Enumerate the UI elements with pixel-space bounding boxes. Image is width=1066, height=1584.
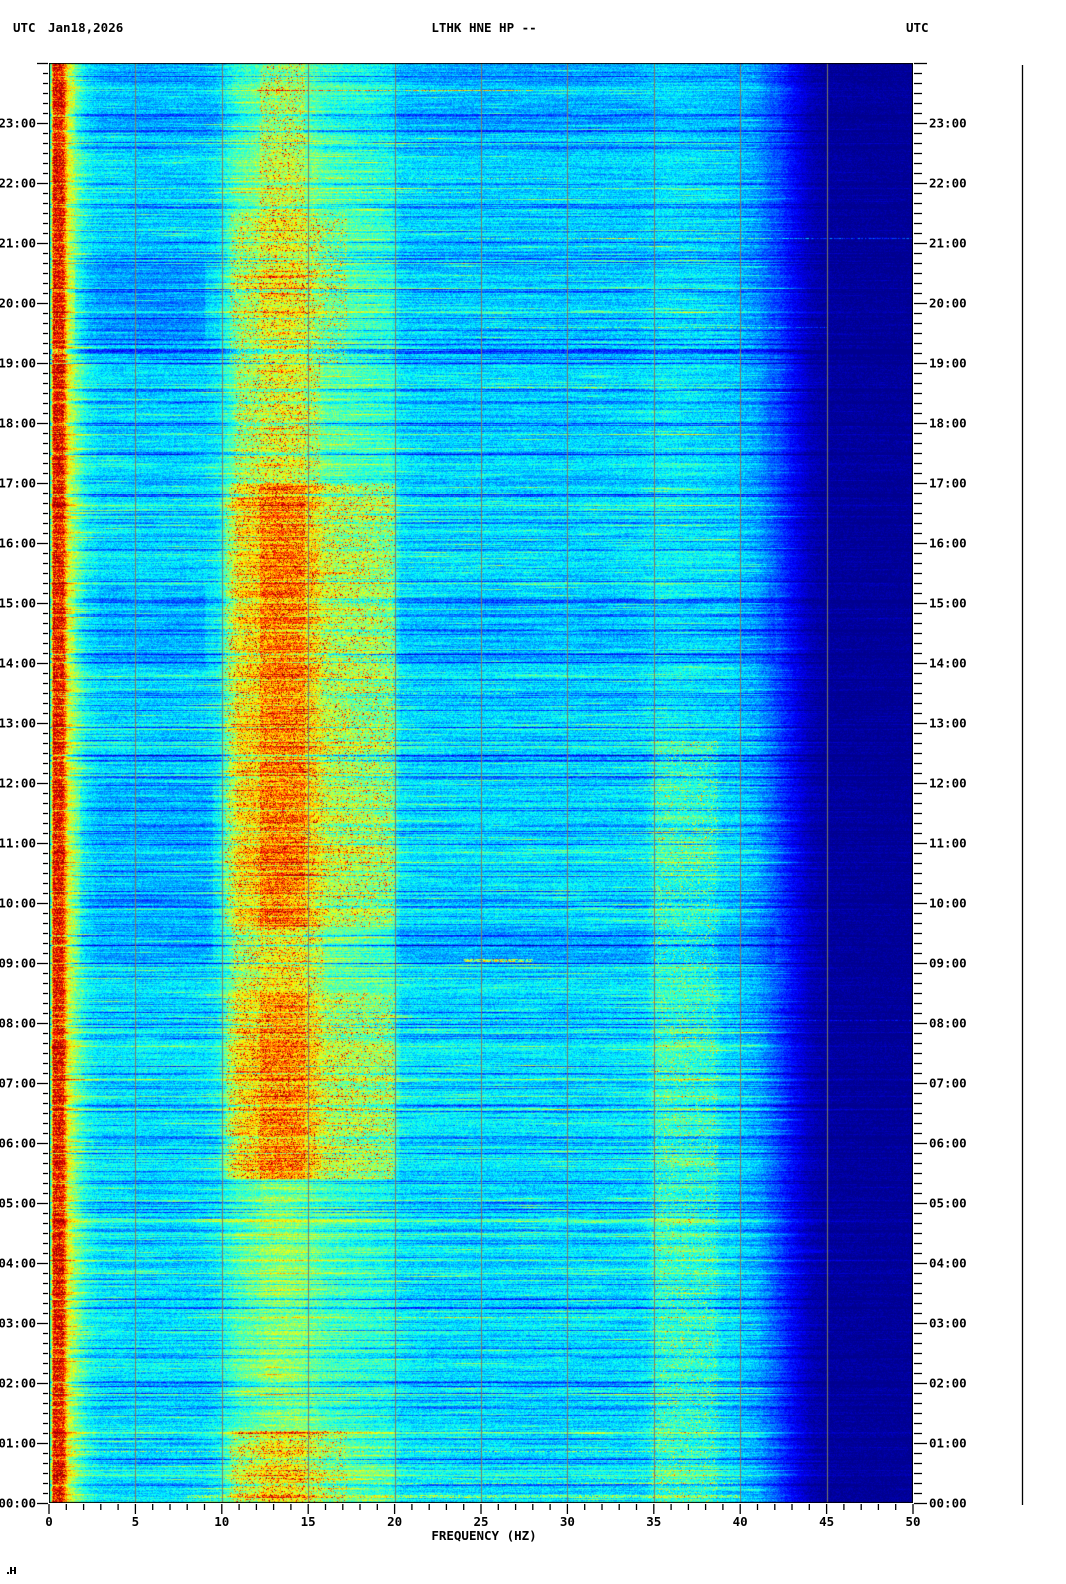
x-axis-ticks [48, 1504, 914, 1514]
y-hour-label-right: 05:00 [929, 1196, 967, 1211]
x-tick-label: 40 [733, 1514, 748, 1529]
y-hour-label-left: 04:00 [0, 1256, 36, 1271]
y-hour-label-left: 18:00 [0, 416, 36, 431]
utc-label-right: UTC [906, 20, 929, 35]
y-hour-label-left: 00:00 [0, 1496, 36, 1511]
y-hour-label-left: 22:00 [0, 176, 36, 191]
corner-mark [7, 1567, 16, 1574]
y-hour-label-right: 08:00 [929, 1016, 967, 1031]
y-hour-label-right: 15:00 [929, 596, 967, 611]
y-axis-ticks [37, 62, 927, 1505]
y-hour-label-left: 13:00 [0, 716, 36, 731]
x-tick-label: 25 [473, 1514, 488, 1529]
y-hour-label-left: 03:00 [0, 1316, 36, 1331]
y-hour-label-left: 05:00 [0, 1196, 36, 1211]
y-hour-label-right: 11:00 [929, 836, 967, 851]
x-tick-label: 20 [387, 1514, 402, 1529]
x-axis-title: FREQUENCY (HZ) [431, 1528, 536, 1543]
x-tick-label: 5 [132, 1514, 140, 1529]
y-hour-label-right: 20:00 [929, 296, 967, 311]
y-hour-label-right: 02:00 [929, 1376, 967, 1391]
y-hour-label-left: 12:00 [0, 776, 36, 791]
y-hour-label-left: 15:00 [0, 596, 36, 611]
y-hour-label-right: 19:00 [929, 356, 967, 371]
y-hour-label-left: 08:00 [0, 1016, 36, 1031]
y-hour-label-right: 13:00 [929, 716, 967, 731]
y-hour-label-right: 03:00 [929, 1316, 967, 1331]
utc-label-left: UTC [13, 20, 36, 35]
date-label: Jan18,2026 [48, 20, 124, 35]
x-tick-label: 0 [45, 1514, 53, 1529]
y-hour-label-right: 23:00 [929, 116, 967, 131]
x-tick-label: 30 [560, 1514, 575, 1529]
plot-title: LTHK HNE HP -- [431, 20, 537, 35]
y-hour-label-right: 10:00 [929, 896, 967, 911]
y-hour-label-right: 16:00 [929, 536, 967, 551]
y-hour-label-left: 07:00 [0, 1076, 36, 1091]
y-hour-label-right: 21:00 [929, 236, 967, 251]
y-hour-label-right: 00:00 [929, 1496, 967, 1511]
y-hour-label-left: 21:00 [0, 236, 36, 251]
y-hour-label-left: 10:00 [0, 896, 36, 911]
y-hour-label-right: 01:00 [929, 1436, 967, 1451]
y-hour-label-left: 14:00 [0, 656, 36, 671]
y-hour-label-left: 09:00 [0, 956, 36, 971]
y-hour-label-right: 12:00 [929, 776, 967, 791]
y-hour-label-left: 01:00 [0, 1436, 36, 1451]
x-tick-label: 50 [905, 1514, 920, 1529]
y-hour-label-left: 20:00 [0, 296, 36, 311]
x-axis-labels: 0 5 10 15 20 25 30 35 40 45 50 FREQUENCY (HZ) [45, 1514, 920, 1543]
y-hour-label-left: 17:00 [0, 476, 36, 491]
y-hour-label-right: 17:00 [929, 476, 967, 491]
x-tick-label: 45 [819, 1514, 834, 1529]
y-hour-label-right: 14:00 [929, 656, 967, 671]
x-tick-label: 35 [646, 1514, 661, 1529]
y-hour-label-left: 23:00 [0, 116, 36, 131]
y-hour-label-right: 18:00 [929, 416, 967, 431]
y-hour-label-right: 04:00 [929, 1256, 967, 1271]
y-hour-label-right: 06:00 [929, 1136, 967, 1151]
y-hour-label-right: 22:00 [929, 176, 967, 191]
y-hour-label-left: 11:00 [0, 836, 36, 851]
y-hour-label-left: 19:00 [0, 356, 36, 371]
y-hour-label-left: 16:00 [0, 536, 36, 551]
y-hour-label-left: 06:00 [0, 1136, 36, 1151]
y-axis-labels: 00:00 00:00 01:00 01:00 02:00 02:00 03:00 03:00… [0, 116, 967, 1511]
y-hour-label-right: 09:00 [929, 956, 967, 971]
x-tick-label: 15 [301, 1514, 316, 1529]
spectrogram-heatmap [49, 63, 913, 1503]
x-tick-label: 10 [214, 1514, 229, 1529]
y-hour-label-right: 07:00 [929, 1076, 967, 1091]
y-hour-label-left: 02:00 [0, 1376, 36, 1391]
